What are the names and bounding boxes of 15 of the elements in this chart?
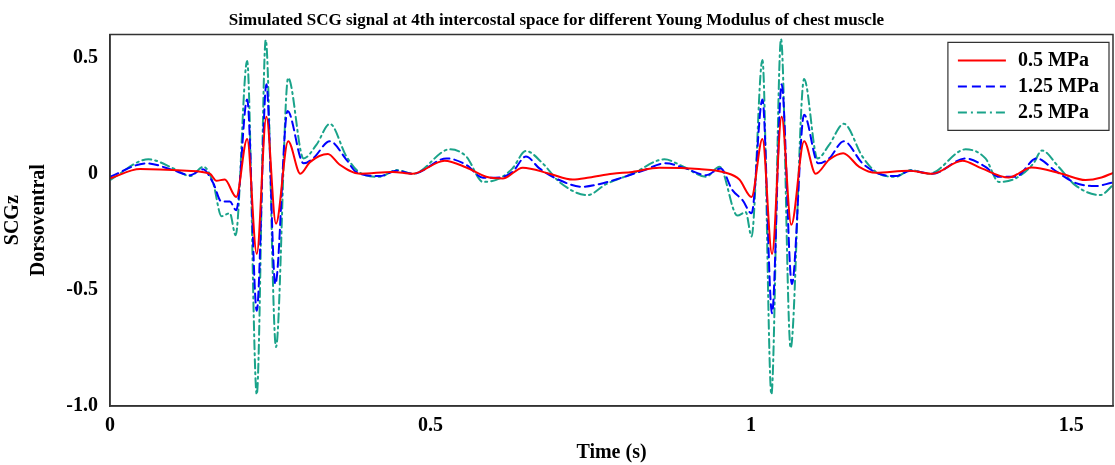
chart-title: Simulated SCG signal at 4th intercostal space for different Young Modulus of chest muscle xyxy=(228,9,885,29)
y-tick-label: -1.0 xyxy=(66,393,98,416)
y-axis-title: SCGz Dorsoventral xyxy=(0,163,49,277)
y-tick-label: -0.5 xyxy=(66,277,98,300)
legend-label: 2.5 MPa xyxy=(1017,99,1089,122)
legend-label: 0.5 MPa xyxy=(1017,47,1089,70)
x-axis-title: Time (s) xyxy=(576,440,647,464)
y-tick-label: 0.5 xyxy=(73,44,98,67)
y-tick-label: 0 xyxy=(88,160,98,183)
line-series xyxy=(110,38,1113,396)
x-tick-label: 1 xyxy=(745,413,756,436)
legend-label: 1.25 MPa xyxy=(1017,73,1099,96)
x-tick-label: 0 xyxy=(105,413,115,436)
x-tick-label: 1.5 xyxy=(1058,413,1084,436)
x-tick-label: 0.5 xyxy=(417,413,443,436)
